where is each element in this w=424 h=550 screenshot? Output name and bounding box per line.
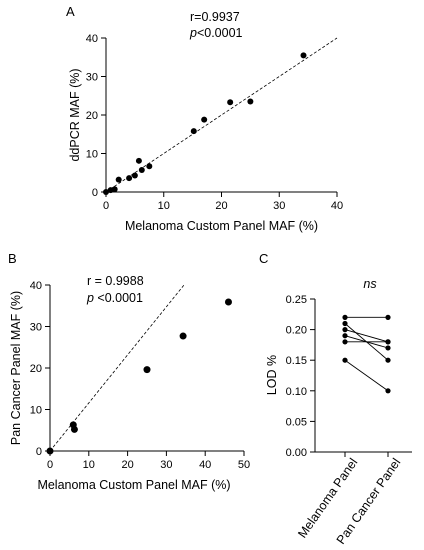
- panel-c-point-pan-cancer: [385, 357, 391, 363]
- panel-a-data-point: [135, 157, 142, 164]
- panel-c-ytick-label: 0.10: [286, 386, 307, 398]
- panel-a-data-point: [201, 116, 208, 123]
- panel-a-xtick-label: 0: [103, 200, 109, 212]
- panel-c-pair-line: [344, 359, 389, 392]
- panel-a-data-point: [111, 186, 118, 193]
- panel-a-stat-p: p<0.0001: [189, 26, 243, 40]
- panel-c-point-melanoma: [342, 320, 348, 327]
- panel-a-xtick-label: 20: [215, 200, 227, 212]
- panel-c-x-ticks: [344, 452, 389, 457]
- panel-b-x-ticks: 0 10 20 30 40 50: [47, 451, 250, 471]
- panel-a-x-ticks: 0 10 20 30 40: [103, 192, 343, 212]
- panel-a-data-point: [131, 172, 138, 179]
- panel-c-point-melanoma: [342, 314, 348, 320]
- panel-a-xtick-label: 30: [273, 200, 285, 212]
- panel-b-y-ticks: 0 10 20 30 40: [30, 280, 50, 458]
- panel-a-y-ticks: 0 10 20 30 40: [86, 33, 106, 199]
- panel-a-x-label: Melanoma Custom Panel MAF (%): [125, 219, 318, 233]
- panel-c-point-pan-cancer: [385, 339, 391, 345]
- panel-c-pairs: [342, 314, 391, 394]
- panel-b: B r = 0.9988 p <0.0001 0 10 20 30 40 0 1…: [8, 251, 250, 492]
- panel-b-stat-p: p <0.0001: [86, 291, 143, 305]
- panel-a-stat-r: r=0.9937: [190, 10, 240, 24]
- panel-c-ytick-label: 0.15: [286, 355, 307, 367]
- panel-c-point-pan-cancer: [385, 388, 391, 394]
- panel-a-ytick-label: 10: [86, 149, 98, 161]
- panel-a-xtick-label: 10: [158, 200, 170, 212]
- panel-c-ytick-label: 0.25: [286, 294, 307, 306]
- panel-b-xtick-label: 20: [121, 459, 133, 471]
- panel-c-y-label: LOD %: [265, 355, 279, 395]
- panel-a-y-label: ddPCR MAF (%): [68, 68, 82, 161]
- panel-c-point-pan-cancer: [385, 345, 391, 351]
- panel-c-y-ticks: 0.00 0.05 0.10 0.15 0.20 0.25: [286, 294, 315, 459]
- panel-b-y-label: Pan Cancer Panel MAF (%): [9, 291, 23, 445]
- panel-b-xtick-label: 0: [47, 459, 53, 471]
- panel-a-points: [103, 52, 307, 195]
- panel-c-point-melanoma: [342, 327, 348, 333]
- panel-c-ytick-label: 0.05: [286, 416, 307, 428]
- panel-c-significance: ns: [363, 277, 376, 291]
- panel-a-data-point: [103, 189, 109, 195]
- panel-a: A r=0.9937 p<0.0001 0 10 20 30 40 0 10 2…: [66, 4, 343, 233]
- panel-b-data-point: [70, 425, 78, 433]
- panel-c-point-melanoma: [342, 357, 348, 363]
- panel-b-letter: B: [8, 251, 17, 266]
- panel-a-data-point: [190, 128, 197, 135]
- panel-a-data-point: [126, 175, 133, 182]
- panel-b-points: [46, 298, 232, 455]
- panel-a-letter: A: [66, 4, 75, 19]
- panel-b-data-point: [224, 298, 232, 306]
- panel-b-ytick-label: 0: [36, 446, 42, 458]
- panel-b-data-point: [143, 366, 151, 374]
- panel-c-point-pan-cancer: [385, 314, 391, 320]
- panel-c-pair-line: [344, 329, 389, 343]
- panel-b-xtick-label: 40: [199, 459, 211, 471]
- panel-a-data-point: [227, 99, 234, 106]
- panel-b-data-point: [179, 332, 187, 340]
- panel-a-data-point: [300, 52, 307, 59]
- panel-c: C ns 0.00 0.05 0.10 0.15 0.20 0.25 Melan…: [259, 251, 412, 547]
- panel-b-data-point: [46, 447, 54, 455]
- panel-a-ytick-label: 40: [86, 33, 98, 45]
- panel-b-xtick-label: 30: [160, 459, 172, 471]
- panel-a-fit-line: [105, 37, 338, 193]
- panel-b-stat-r: r = 0.9988: [87, 274, 144, 288]
- panel-c-ytick-label: 0.00: [286, 447, 307, 459]
- panel-b-ytick-label: 20: [30, 363, 42, 375]
- panel-b-ytick-label: 40: [30, 280, 42, 292]
- panel-b-x-label: Melanoma Custom Panel MAF (%): [37, 478, 230, 492]
- panel-b-ytick-label: 30: [30, 322, 42, 334]
- panel-a-ytick-label: 30: [86, 72, 98, 84]
- panel-c-letter: C: [259, 251, 268, 266]
- panel-a-data-point: [247, 98, 254, 105]
- panel-c-ytick-label: 0.20: [286, 325, 307, 337]
- panel-b-xtick-label: 50: [238, 459, 250, 471]
- panel-a-xtick-label: 40: [331, 200, 343, 212]
- panel-c-point-melanoma: [342, 333, 348, 339]
- panel-a-data-point: [146, 163, 153, 170]
- panel-a-ytick-label: 0: [92, 187, 98, 199]
- panel-a-ytick-label: 20: [86, 110, 98, 122]
- panel-c-point-melanoma: [342, 339, 348, 345]
- panel-a-data-point: [115, 176, 122, 183]
- panel-a-data-point: [138, 167, 145, 174]
- panel-b-ytick-label: 10: [30, 405, 42, 417]
- panel-b-xtick-label: 10: [83, 459, 95, 471]
